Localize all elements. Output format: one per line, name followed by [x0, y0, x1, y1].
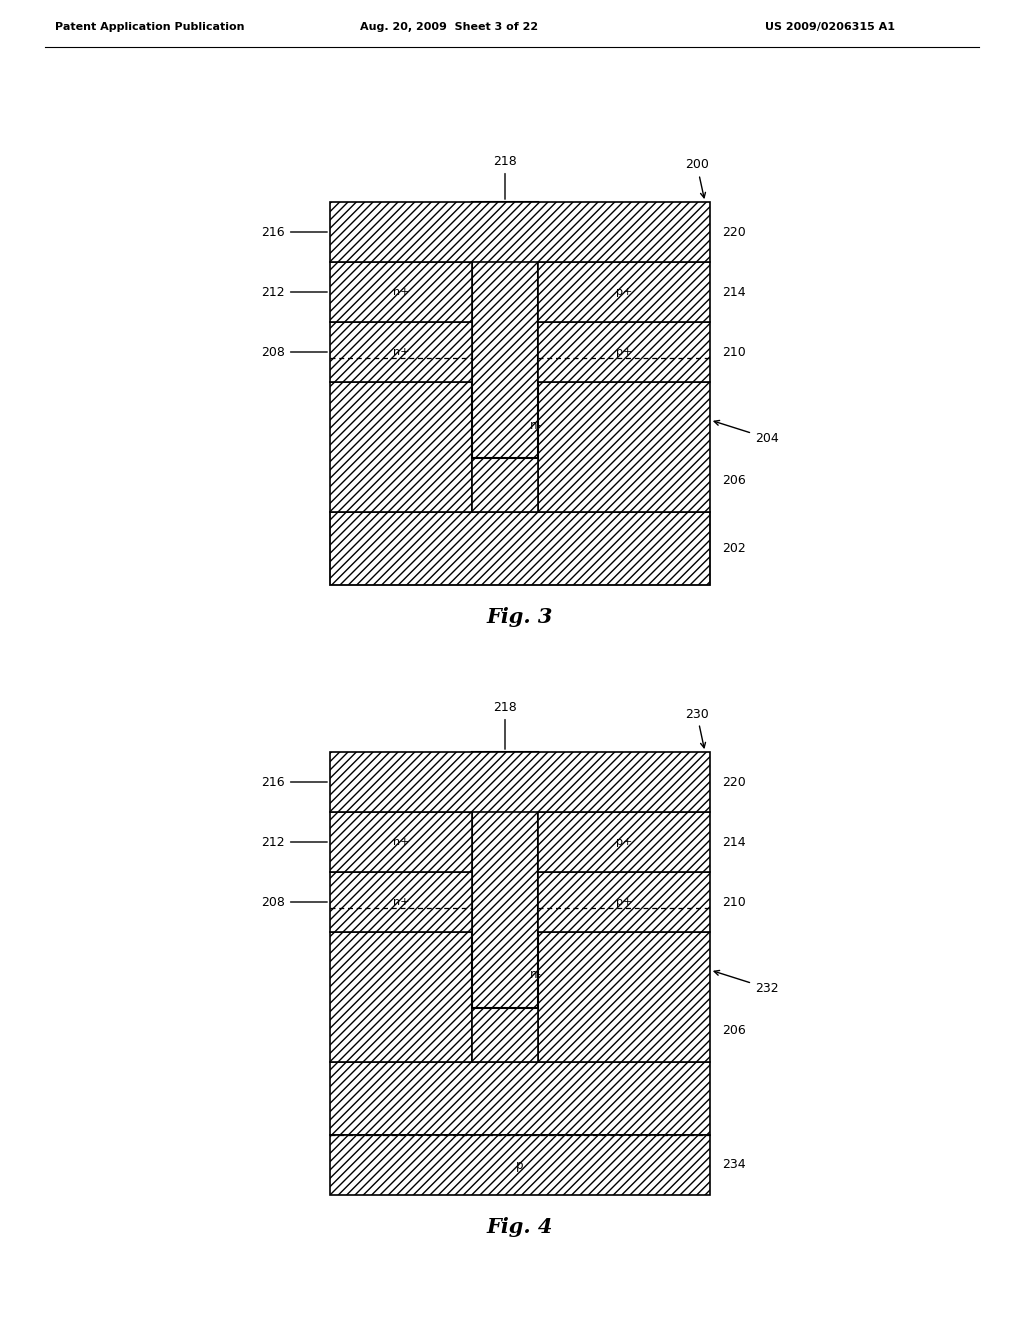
Text: Patent Application Publication: Patent Application Publication: [55, 22, 245, 32]
Text: n+: n+: [393, 347, 410, 356]
Text: 230: 230: [685, 708, 709, 747]
Bar: [330, 873, 472, 932]
Text: Aug. 20, 2009  Sheet 3 of 22: Aug. 20, 2009 Sheet 3 of 22: [360, 22, 539, 32]
Text: 200: 200: [685, 158, 709, 198]
Bar: [472, 752, 538, 1008]
Text: 220: 220: [722, 776, 745, 788]
Bar: [330, 381, 472, 512]
Text: 232: 232: [714, 970, 778, 994]
Text: 206: 206: [722, 474, 745, 487]
Text: 218: 218: [494, 701, 517, 750]
Text: 210: 210: [722, 346, 745, 359]
Text: US 2009/0206315 A1: US 2009/0206315 A1: [765, 22, 895, 32]
Bar: [538, 381, 710, 512]
Bar: [330, 322, 472, 381]
Bar: [330, 812, 472, 873]
Text: 212: 212: [261, 836, 328, 849]
Text: 214: 214: [722, 285, 745, 298]
Text: 202: 202: [722, 543, 745, 554]
Bar: [472, 458, 538, 512]
Text: n+: n+: [393, 837, 410, 847]
Text: n-: n-: [530, 418, 542, 432]
Text: 216: 216: [261, 776, 328, 788]
Bar: [330, 1063, 710, 1135]
Bar: [330, 202, 710, 261]
Text: 212: 212: [261, 285, 328, 298]
Text: 208: 208: [261, 346, 328, 359]
Bar: [330, 932, 472, 1063]
Bar: [538, 322, 710, 381]
Bar: [472, 202, 538, 458]
Text: 234: 234: [722, 1159, 745, 1172]
Text: p+: p+: [615, 347, 632, 356]
Bar: [330, 1135, 710, 1195]
Bar: [538, 261, 710, 322]
Text: p+: p+: [615, 898, 632, 907]
Text: 214: 214: [722, 836, 745, 849]
Text: 208: 208: [261, 895, 328, 908]
Text: p+: p+: [615, 837, 632, 847]
Text: 210: 210: [722, 895, 745, 908]
Text: 218: 218: [494, 154, 517, 199]
Text: 216: 216: [261, 226, 328, 239]
Bar: [330, 752, 710, 812]
Text: p+: p+: [615, 286, 632, 297]
Bar: [330, 261, 472, 322]
Text: n+: n+: [393, 898, 410, 907]
Bar: [538, 932, 710, 1063]
Bar: [538, 812, 710, 873]
Text: Fig. 4: Fig. 4: [486, 1217, 553, 1237]
Text: 204: 204: [714, 421, 778, 445]
Text: 206: 206: [722, 1023, 745, 1036]
Text: n-: n-: [530, 969, 542, 982]
Bar: [538, 873, 710, 932]
Text: p: p: [516, 1159, 523, 1172]
Bar: [472, 1008, 538, 1063]
Text: n+: n+: [393, 286, 410, 297]
Bar: [330, 512, 710, 585]
Text: Fig. 3: Fig. 3: [486, 607, 553, 627]
Text: 220: 220: [722, 226, 745, 239]
